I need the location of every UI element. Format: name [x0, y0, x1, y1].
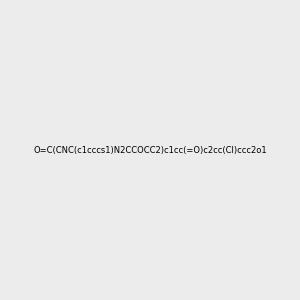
Text: O=C(CNC(c1cccs1)N2CCOCC2)c1cc(=O)c2cc(Cl)ccc2o1: O=C(CNC(c1cccs1)N2CCOCC2)c1cc(=O)c2cc(Cl… — [33, 146, 267, 154]
